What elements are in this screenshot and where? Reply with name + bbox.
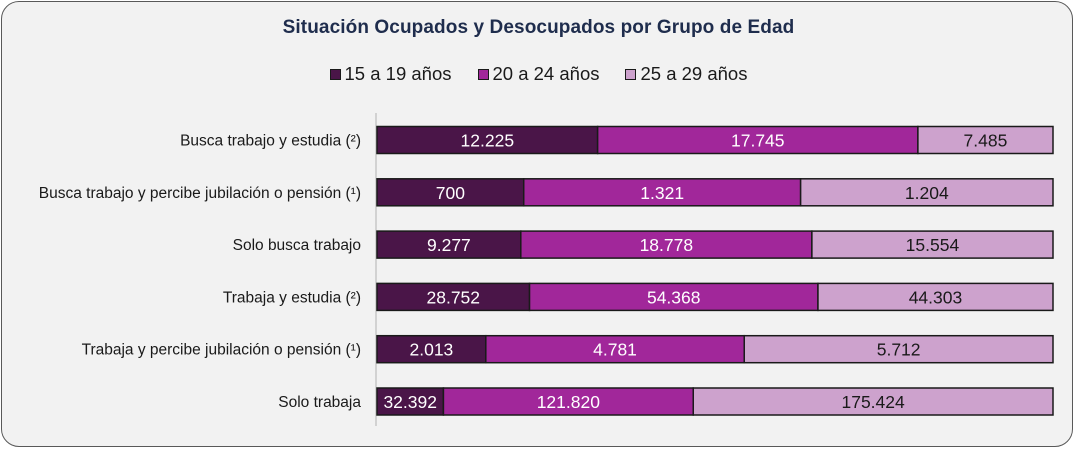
bar-segment bbox=[376, 125, 599, 155]
chart-legend: 15 a 19 años 20 a 24 años 25 a 29 años bbox=[0, 63, 1077, 85]
category-label: Trabaja y estudia (²) bbox=[223, 289, 361, 306]
data-label: 5.712 bbox=[877, 340, 921, 360]
legend-swatch-20-24 bbox=[477, 68, 489, 80]
bar-segment bbox=[520, 230, 813, 259]
bar-segment bbox=[817, 282, 1054, 312]
category-label: Busca trabajo y percibe jubilación o pen… bbox=[39, 185, 361, 202]
data-label: 18.778 bbox=[640, 235, 694, 255]
bar-segment bbox=[692, 387, 1054, 416]
bar-segment bbox=[811, 230, 1054, 259]
data-label: 2.013 bbox=[410, 340, 454, 360]
data-label: 28.752 bbox=[427, 287, 481, 307]
data-label: 17.745 bbox=[731, 131, 785, 151]
bar-segment bbox=[376, 387, 445, 416]
category-label: Busca trabajo y estudia (²) bbox=[180, 133, 361, 150]
legend-item-15-19: 15 a 19 años bbox=[329, 63, 452, 85]
data-label: 7.485 bbox=[964, 131, 1008, 151]
category-label: Solo busca trabajo bbox=[233, 237, 361, 254]
data-label: 1.204 bbox=[905, 183, 949, 203]
bar-segment bbox=[528, 282, 819, 312]
legend-swatch-25-29 bbox=[625, 68, 637, 80]
data-label: 121.820 bbox=[537, 392, 601, 412]
bar-segment bbox=[376, 230, 522, 259]
bar-segment bbox=[376, 282, 531, 312]
data-label: 12.225 bbox=[461, 131, 515, 151]
data-label: 700 bbox=[436, 183, 465, 203]
legend-item-25-29: 25 a 29 años bbox=[625, 63, 747, 85]
data-label: 4.781 bbox=[593, 340, 637, 360]
data-label: 54.368 bbox=[647, 287, 701, 307]
data-label: 1.321 bbox=[640, 183, 684, 203]
category-label: Solo trabaja bbox=[278, 394, 361, 411]
data-label: 44.303 bbox=[909, 287, 963, 307]
legend-item-20-24: 20 a 24 años bbox=[477, 63, 600, 85]
category-label: Trabaja y percibe jubilación o pensión (… bbox=[82, 342, 361, 359]
bar-segment bbox=[799, 178, 1054, 207]
bar-segment bbox=[917, 125, 1054, 155]
chart-title: Situación Ocupados y Desocupados por Gru… bbox=[282, 17, 795, 38]
data-label: 9.277 bbox=[427, 235, 471, 255]
bar-segment bbox=[743, 334, 1054, 364]
legend-label-15-19: 15 a 19 años bbox=[344, 63, 452, 84]
legend-label-20-24: 20 a 24 años bbox=[492, 63, 600, 84]
data-label: 175.424 bbox=[841, 392, 905, 412]
legend-label-25-29: 25 a 29 años bbox=[640, 63, 748, 84]
data-label: 15.554 bbox=[906, 235, 960, 255]
legend-swatch-15-19 bbox=[329, 68, 341, 80]
data-label: 32.392 bbox=[383, 392, 437, 412]
